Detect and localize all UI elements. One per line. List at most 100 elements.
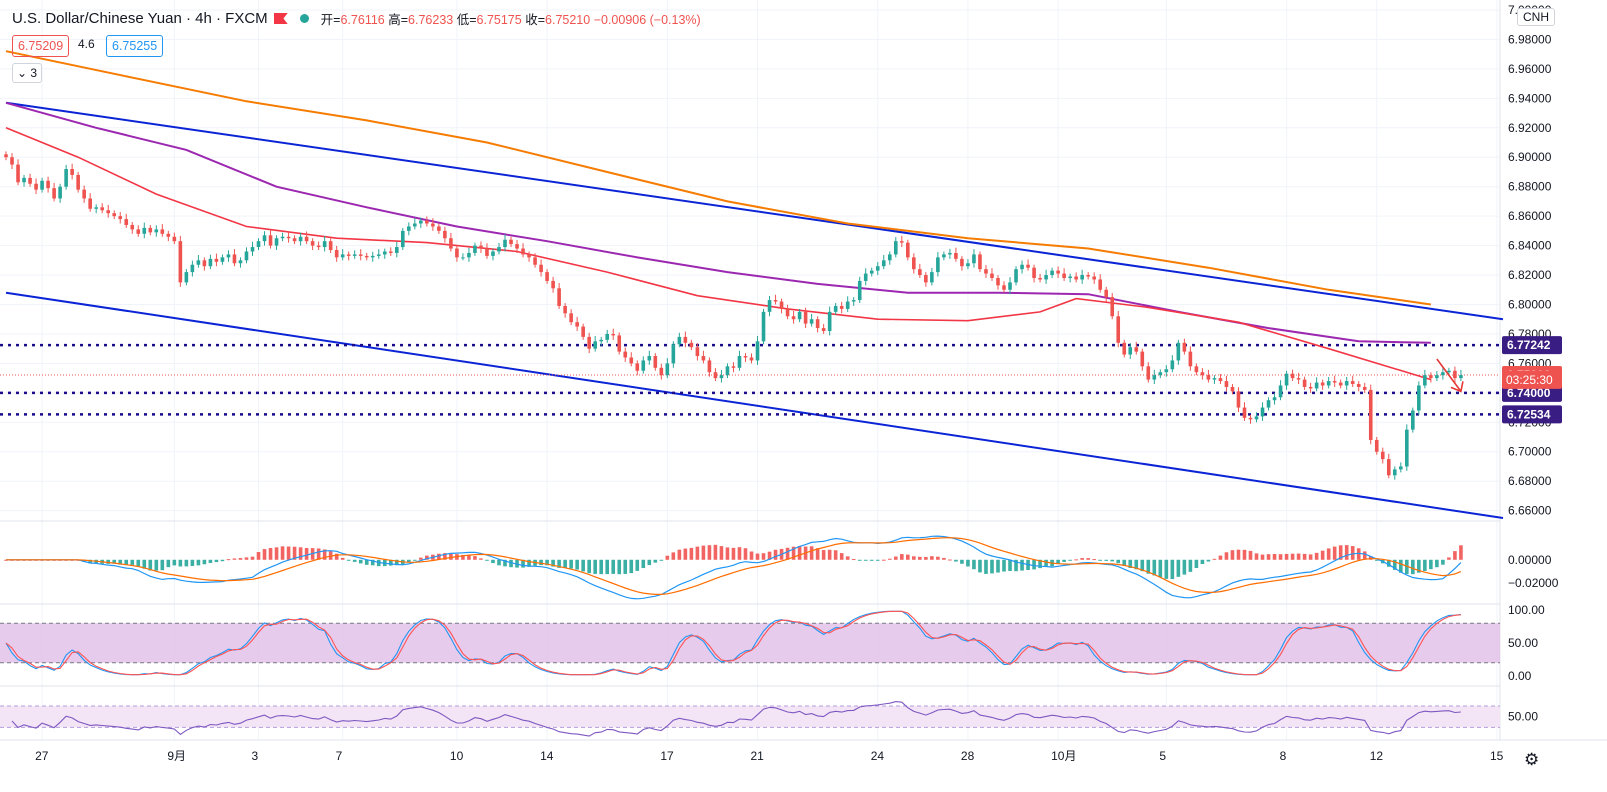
- candle-body: [1435, 375, 1439, 379]
- macd-histogram-bar: [1302, 553, 1307, 560]
- candle-body: [1170, 360, 1175, 370]
- candle-body: [791, 316, 796, 320]
- candle-body: [256, 241, 261, 248]
- macd-histogram-bar: [286, 546, 291, 560]
- candle-body: [557, 288, 561, 306]
- candle-body: [1441, 372, 1445, 376]
- candle-body: [773, 300, 778, 302]
- macd-histogram-bar: [1176, 559, 1181, 577]
- y-tick-label: 6.94000: [1508, 91, 1552, 105]
- candle-body: [761, 311, 766, 342]
- macd-histogram-bar: [358, 559, 363, 564]
- macd-histogram-bar: [1242, 549, 1247, 560]
- candle-body: [960, 258, 964, 267]
- candle-body: [918, 269, 922, 276]
- candle-body: [539, 264, 543, 273]
- candle-body: [689, 342, 694, 348]
- macd-histogram-bar: [924, 556, 928, 560]
- candle-body: [1044, 275, 1048, 280]
- price-level-label-bg: [1502, 405, 1562, 424]
- macd-histogram-bar: [1218, 555, 1223, 560]
- macd-histogram-bar: [1158, 559, 1163, 578]
- indicators-collapse-button[interactable]: ⌄ 3: [12, 63, 42, 83]
- candle-body: [106, 210, 111, 214]
- ask-price-box[interactable]: 6.75255: [106, 35, 164, 57]
- candle-body: [1158, 372, 1163, 376]
- currency-label[interactable]: CNH: [1517, 8, 1555, 26]
- macd-histogram-bar: [857, 559, 862, 561]
- macd-histogram-bar: [172, 559, 177, 566]
- candle-body: [779, 301, 784, 309]
- y-tick-label: 6.86000: [1508, 209, 1552, 223]
- stoch-band: [0, 623, 1500, 663]
- macd-histogram-bar: [629, 559, 634, 574]
- macd-histogram-bar: [1332, 546, 1337, 560]
- candle-body: [1098, 279, 1103, 290]
- macd-signal-line: [6, 537, 1462, 595]
- macd-histogram-bar: [996, 559, 1000, 573]
- y-tick-label: 6.92000: [1508, 121, 1552, 135]
- flag-icon[interactable]: [273, 13, 288, 24]
- candle-body: [942, 254, 946, 258]
- candle-body: [214, 258, 219, 262]
- macd-histogram-bar: [407, 559, 411, 563]
- candle-body: [695, 347, 700, 357]
- candle-body: [196, 260, 201, 265]
- macd-histogram-bar: [1405, 559, 1409, 575]
- macd-histogram-bar: [1453, 551, 1457, 560]
- macd-histogram-bar: [990, 559, 994, 574]
- macd-histogram-bar: [1164, 559, 1169, 579]
- candle-body: [244, 251, 249, 261]
- candle-body: [202, 260, 207, 267]
- candle-body: [1110, 297, 1115, 317]
- macd-histogram-bar: [557, 559, 561, 568]
- candle-body: [851, 300, 856, 302]
- macd-histogram-bar: [611, 559, 616, 574]
- macd-histogram-bar: [118, 559, 123, 565]
- macd-histogram-bar: [1104, 559, 1109, 561]
- macd-histogram-bar: [1110, 559, 1115, 562]
- symbol-title[interactable]: U.S. Dollar/Chinese Yuan · 4h · FXCM: [12, 10, 268, 27]
- macd-histogram-bar: [280, 546, 285, 560]
- macd-histogram-bar: [1098, 559, 1103, 561]
- macd-histogram-bar: [815, 548, 820, 560]
- macd-histogram-bar: [334, 553, 339, 560]
- macd-histogram-bar: [918, 556, 922, 560]
- prediction-arrow-icon: [1436, 358, 1462, 392]
- macd-histogram-bar: [322, 549, 327, 560]
- macd-histogram-bar: [869, 559, 874, 561]
- macd-histogram-bar: [1308, 554, 1313, 560]
- macd-histogram-bar: [1062, 559, 1066, 562]
- bid-price-box[interactable]: 6.75209: [12, 35, 70, 57]
- y-tick-label: 6.70000: [1508, 445, 1552, 459]
- candle-body: [930, 272, 934, 283]
- gear-icon[interactable]: ⚙: [1524, 750, 1540, 769]
- candle-body: [82, 189, 86, 199]
- candle-body: [743, 356, 748, 358]
- candle-body: [112, 213, 117, 217]
- candle-body: [503, 239, 507, 248]
- candle-body: [232, 254, 237, 264]
- candle-body: [118, 216, 123, 220]
- candle-body: [1182, 342, 1187, 352]
- macd-histogram-bar: [1441, 559, 1445, 565]
- macd-histogram-bar: [419, 557, 423, 560]
- x-tick-label: 8: [1280, 749, 1287, 763]
- candle-body: [809, 319, 814, 324]
- macd-histogram-bar: [599, 559, 604, 575]
- macd-histogram-bar: [479, 558, 483, 560]
- candle-body: [1356, 384, 1361, 387]
- y-tick-label: 6.98000: [1508, 32, 1552, 46]
- macd-histogram-bar: [1248, 550, 1253, 560]
- macd-histogram-bar: [791, 546, 796, 560]
- candle-body: [184, 272, 189, 283]
- candle-body: [1308, 386, 1313, 389]
- candle-body: [629, 357, 634, 364]
- candle-body: [1302, 379, 1307, 387]
- macd-histogram-bar: [364, 559, 369, 565]
- macd-histogram-bar: [581, 559, 585, 572]
- macd-histogram-bar: [214, 559, 219, 563]
- candle-body: [1386, 459, 1391, 476]
- candle-body: [707, 360, 712, 373]
